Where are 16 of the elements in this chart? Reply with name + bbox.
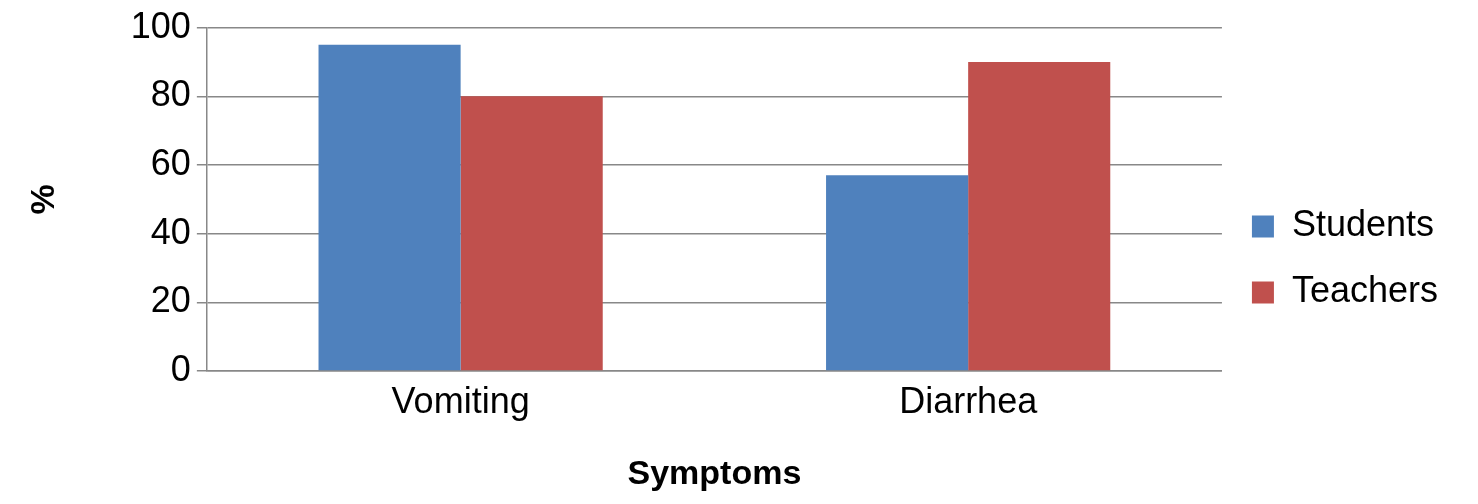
y-tick-label: 0 <box>170 347 191 389</box>
bar <box>318 44 461 371</box>
bar <box>968 61 1111 371</box>
bar <box>826 175 969 371</box>
x-axis-title: Symptoms <box>627 452 802 491</box>
legend-label: Teachers <box>1291 269 1438 311</box>
x-tick-label: Vomiting <box>391 379 530 421</box>
legend-label: Students <box>1291 203 1435 245</box>
y-tick-label: 40 <box>150 210 191 252</box>
y-axis-title: % <box>22 184 61 215</box>
y-tick-label: 20 <box>150 279 191 321</box>
y-tick-label: 100 <box>130 4 191 46</box>
bar <box>460 96 603 371</box>
y-tick-label: 80 <box>150 73 191 115</box>
x-tick-label: Diarrhea <box>899 379 1039 421</box>
y-tick-label: 60 <box>150 141 191 183</box>
